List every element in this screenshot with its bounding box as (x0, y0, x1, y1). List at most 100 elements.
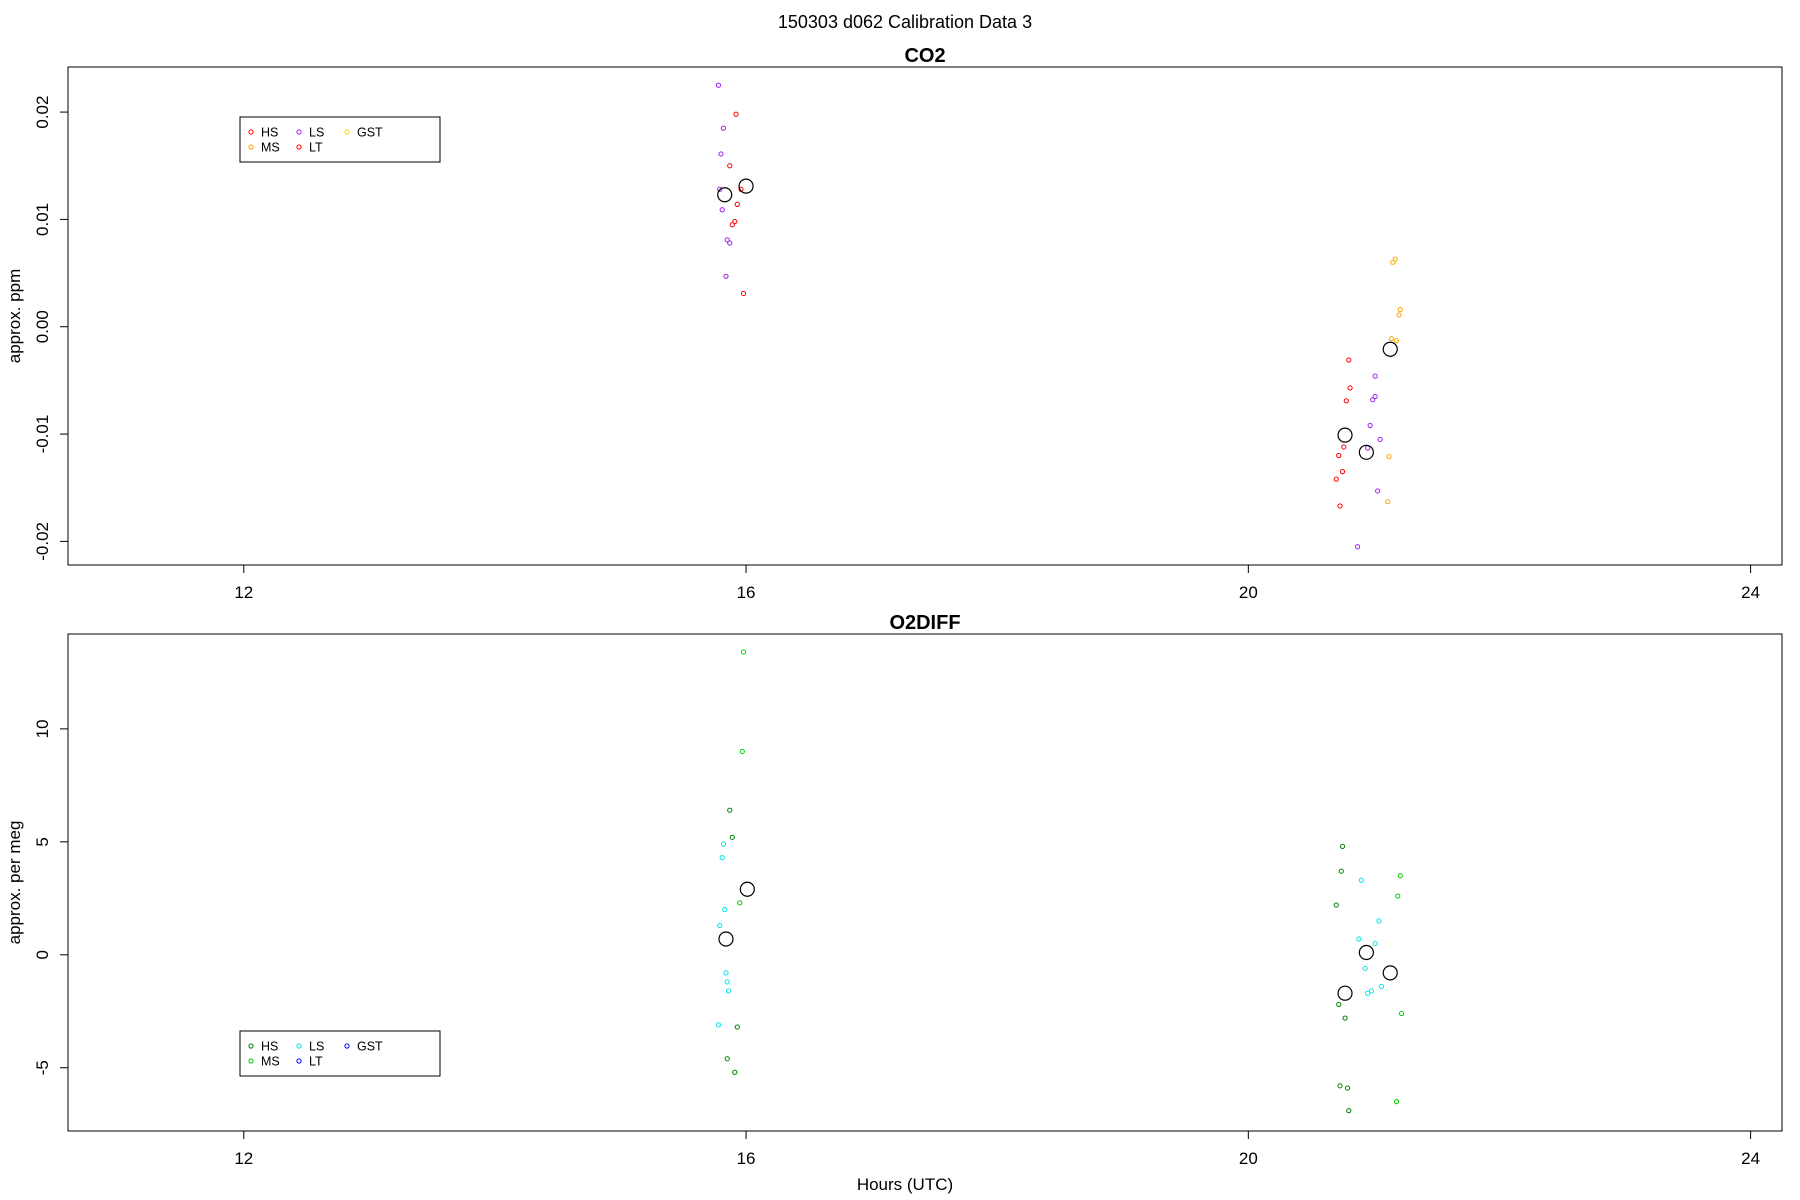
o2diff-point-ms (739, 748, 745, 755)
co2-y-tick-label: 0.00 (33, 310, 52, 343)
co2-point-hs (732, 218, 738, 225)
co2-mean-marker (738, 178, 754, 194)
o2diff-legend-label-ms: MS (261, 1055, 280, 1069)
o2diff-point-ms (1395, 893, 1401, 899)
o2diff-point-ls (717, 922, 723, 929)
co2-point-hs (740, 290, 747, 297)
co2-y-tick-label: -0.02 (33, 522, 52, 561)
o2diff-point-ls (720, 841, 727, 847)
o2diff-mean-marker (718, 931, 734, 947)
o2diff-point-hs (732, 1069, 738, 1075)
co2-point-hs (727, 163, 733, 169)
o2diff-point-ms (737, 900, 743, 906)
co2-point-ls (1370, 397, 1376, 403)
o2diff-legend-marker-ls (296, 1043, 302, 1049)
o2diff-mean-marker (739, 881, 755, 897)
co2-legend-box (239, 116, 441, 163)
o2diff-legend-marker-hs (248, 1043, 254, 1049)
co2-point-ls (715, 82, 722, 88)
co2-point-ms (1385, 499, 1391, 505)
co2-point-hs (733, 111, 739, 117)
o2diff-point-ls (1372, 940, 1378, 947)
o2diff-legend-label-hs: HS (261, 1040, 278, 1054)
co2-point-ls (1375, 488, 1381, 494)
co2-point-hs (1333, 476, 1339, 482)
co2-legend-marker-hs (248, 129, 254, 135)
co2-y-tick-label: -0.01 (33, 415, 52, 454)
o2diff-point-ms (1397, 873, 1403, 879)
co2-point-ms (1392, 256, 1398, 262)
co2-point-ls (1372, 393, 1378, 400)
co2-mean-marker (717, 187, 733, 203)
o2diff-point-ms (1398, 1010, 1405, 1017)
co2-point-ls (718, 151, 724, 157)
o2diff-x-tick-label: 12 (234, 1149, 253, 1168)
o2diff-point-ms (1393, 1099, 1400, 1105)
co2-legend-label-hs: HS (261, 126, 278, 140)
o2diff-x-tick-label: 24 (1741, 1149, 1760, 1168)
x-axis-title: Hours (UTC) (857, 1175, 953, 1194)
o2diff-legend-marker-gst (344, 1043, 350, 1049)
co2-point-ms (1396, 312, 1402, 318)
co2-legend-label-ms: MS (261, 141, 280, 155)
co2-point-ls (1354, 544, 1361, 550)
co2-point-ls (724, 237, 730, 243)
co2-panel: CO2 12 16 20 24 -0.02 -0.01 0.00 0.01 0.02 approx.… (5, 45, 1783, 602)
o2diff-point-hs (1337, 1083, 1343, 1089)
co2-legend-label-ls: LS (309, 126, 324, 140)
o2diff-point-hs (1333, 902, 1339, 908)
co2-point-hs (1336, 452, 1342, 459)
o2diff-legend-label-lt: LT (309, 1055, 323, 1069)
o2diff-legend-marker-lt (296, 1058, 302, 1064)
co2-point-ls (719, 207, 725, 213)
co2-y-tick-label: 0.01 (33, 203, 52, 236)
o2diff-legend-label-ls: LS (309, 1040, 324, 1054)
o2diff-point-ls (1368, 988, 1374, 994)
o2diff-point-ls (723, 970, 729, 976)
co2-legend-marker-ms (248, 144, 254, 150)
co2-point-ls (723, 273, 729, 279)
o2diff-x-tick-label: 16 (737, 1149, 756, 1168)
co2-point-ls (1377, 436, 1383, 443)
o2diff-y-tick-label: 10 (33, 719, 52, 738)
co2-point-hs (1343, 398, 1349, 404)
co2-point-hs (1347, 385, 1353, 391)
o2diff-point-hs (1338, 868, 1344, 874)
co2-point-ls (1367, 422, 1373, 429)
co2-y-tick-label: 0.02 (33, 96, 52, 129)
co2-y-axis-title: approx. ppm (5, 269, 24, 364)
o2diff-x-tick-label: 20 (1239, 1149, 1258, 1168)
o2diff-mean-marker (1358, 944, 1374, 961)
co2-x-tick-label: 24 (1741, 583, 1760, 602)
o2diff-y-tick-label: 5 (33, 837, 52, 846)
o2diff-point-ls (1358, 877, 1364, 883)
figure-title: 150303 d062 Calibration Data 3 (778, 12, 1032, 32)
co2-point-ms (1393, 338, 1400, 344)
o2diff-point-hs (724, 1056, 730, 1062)
co2-point-ls (1372, 373, 1378, 379)
co2-point-hs (1339, 469, 1346, 475)
co2-point-ls (727, 240, 733, 246)
co2-point-hs (729, 222, 735, 228)
o2diff-point-ls (1365, 990, 1371, 996)
o2diff-point-ls (1362, 965, 1368, 971)
co2-point-hs (734, 201, 740, 207)
o2diff-mean-marker (1382, 965, 1398, 981)
co2-point-ms (1390, 259, 1396, 265)
o2diff-y-axis-title: approx. per meg (5, 821, 24, 945)
o2diff-y-tick-label: -5 (33, 1060, 52, 1075)
o2diff-point-ls (719, 855, 725, 861)
co2-legend-marker-lt (296, 144, 302, 150)
o2diff-point-hs (1342, 1015, 1348, 1021)
co2-plot-frame (67, 66, 1783, 566)
o2diff-plot-frame (67, 633, 1783, 1132)
co2-point-ms (1397, 306, 1403, 313)
co2-point-ls (720, 125, 727, 131)
o2diff-point-ls (1356, 936, 1362, 942)
co2-point-ms (1386, 453, 1392, 460)
